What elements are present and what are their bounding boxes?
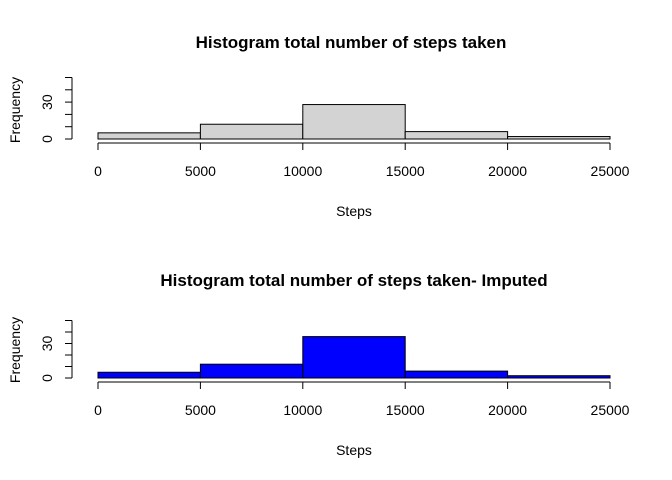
histogram-bar	[404, 370, 509, 379]
bars	[97, 336, 611, 379]
histogram-bar	[199, 123, 304, 140]
x-tick-label: 25000	[591, 402, 630, 418]
y-tick-label: 30	[39, 94, 55, 110]
y-tick-label: 30	[39, 336, 55, 352]
x-tick-label: 5000	[185, 402, 216, 418]
x-axis: 0 5000 10000 15000 20000 25000	[94, 142, 630, 179]
chart-title: Histogram total number of steps taken	[196, 33, 507, 52]
y-tick-label: 0	[39, 135, 55, 143]
x-tick-label: 10000	[283, 402, 322, 418]
y-axis: 0 30	[39, 320, 73, 382]
x-axis: 0 5000 10000 15000 20000 25000	[94, 381, 630, 418]
x-axis-label: Steps	[336, 203, 372, 219]
x-tick-label: 0	[94, 402, 102, 418]
chart-title: Histogram total number of steps taken- I…	[160, 271, 547, 290]
x-tick-label: 20000	[488, 163, 527, 179]
histogram-bar	[302, 104, 406, 140]
x-tick-label: 10000	[283, 163, 322, 179]
x-tick-label: 15000	[386, 402, 425, 418]
x-tick-label: 25000	[591, 163, 630, 179]
histogram-bar	[97, 371, 201, 379]
y-axis-label: Frequency	[7, 77, 23, 143]
y-tick-label: 0	[39, 374, 55, 382]
histogram-bar	[507, 136, 611, 140]
x-tick-label: 0	[94, 163, 102, 179]
histogram-panel-2: Histogram total number of steps taken- I…	[7, 271, 630, 458]
x-axis-label: Steps	[336, 442, 372, 458]
histogram-bar	[507, 375, 611, 379]
bars	[97, 104, 611, 140]
x-tick-label: 20000	[488, 402, 527, 418]
histogram-bar	[302, 336, 406, 379]
histogram-bar	[97, 132, 201, 140]
y-axis-label: Frequency	[7, 317, 23, 383]
x-tick-label: 5000	[185, 163, 216, 179]
histogram-panel-1: Histogram total number of steps taken Fr…	[7, 33, 630, 219]
histogram-bar	[199, 363, 304, 379]
y-axis: 0 30	[39, 77, 73, 143]
x-tick-label: 15000	[386, 163, 425, 179]
histogram-bar	[404, 131, 509, 140]
